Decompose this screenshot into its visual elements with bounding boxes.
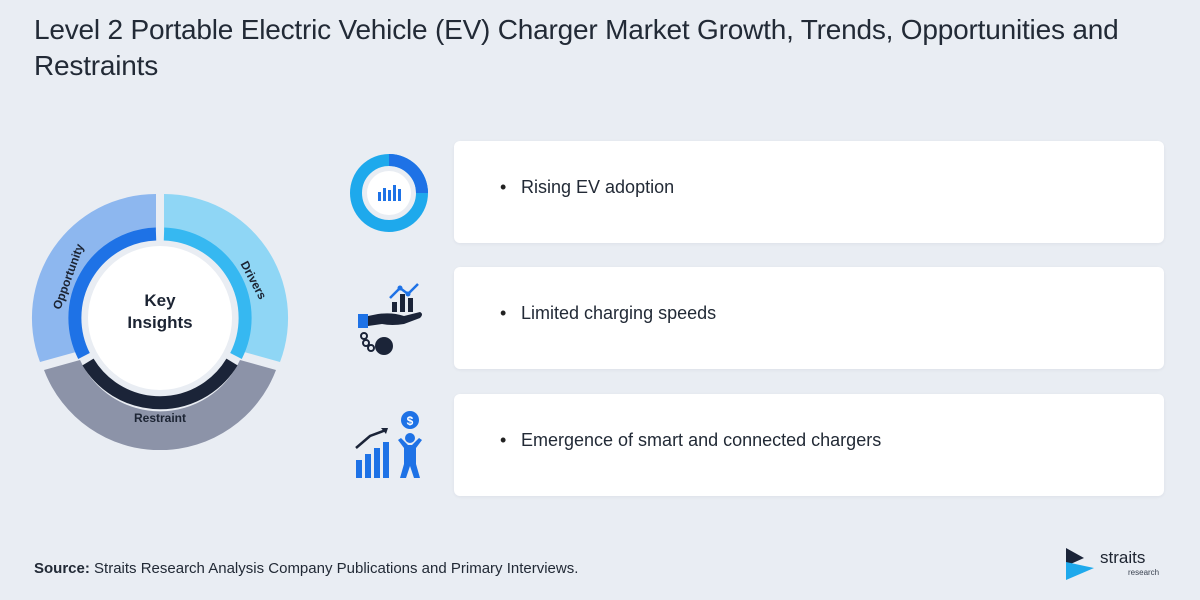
bullet: • [500,177,507,197]
center-label-line1: Key [144,291,176,310]
insight-text: Rising EV adoption [521,177,675,197]
logo-sub-text: research [1128,568,1160,577]
insight-text: Limited charging speeds [521,303,717,323]
insight-text: Emergence of smart and connected charger… [521,430,882,450]
insight-card-drivers: • Rising EV adoption [454,141,1164,243]
hand-chart-ball-chain-icon [348,278,430,360]
bullet: • [500,303,507,323]
key-insights-diagram: Key Insights Drivers Opportunity Restrai… [28,186,292,450]
source-text: Straits Research Analysis Company Public… [89,560,579,577]
restraint-label: Restraint [134,411,186,425]
insight-card-opportunity: • Emergence of smart and connected charg… [454,394,1164,496]
inner-ring-dark [82,358,238,410]
source-label: Source: [34,560,90,577]
inner-ring-blue [68,227,157,359]
svg-text:$: $ [407,414,414,428]
bullet: • [500,430,507,450]
page-title: Level 2 Portable Electric Vehicle (EV) C… [34,14,1119,81]
key-insights-donut: Key Insights Drivers Opportunity Restrai… [31,193,289,450]
donut-chart-icon [348,152,430,234]
restraint-segment [44,360,276,450]
center-disc [88,246,232,390]
growth-person-dollar-icon: $ [348,404,430,486]
straits-logo-mark-icon [1066,548,1094,580]
center-label-line2: Insights [127,313,192,332]
straits-research-logo: straits research [1064,546,1164,586]
logo-brand-text: straits [1100,548,1146,567]
source-note: Source: Straits Research Analysis Compan… [34,560,578,577]
insight-card-restraint: • Limited charging speeds [454,267,1164,369]
inner-ring-light [163,227,252,359]
